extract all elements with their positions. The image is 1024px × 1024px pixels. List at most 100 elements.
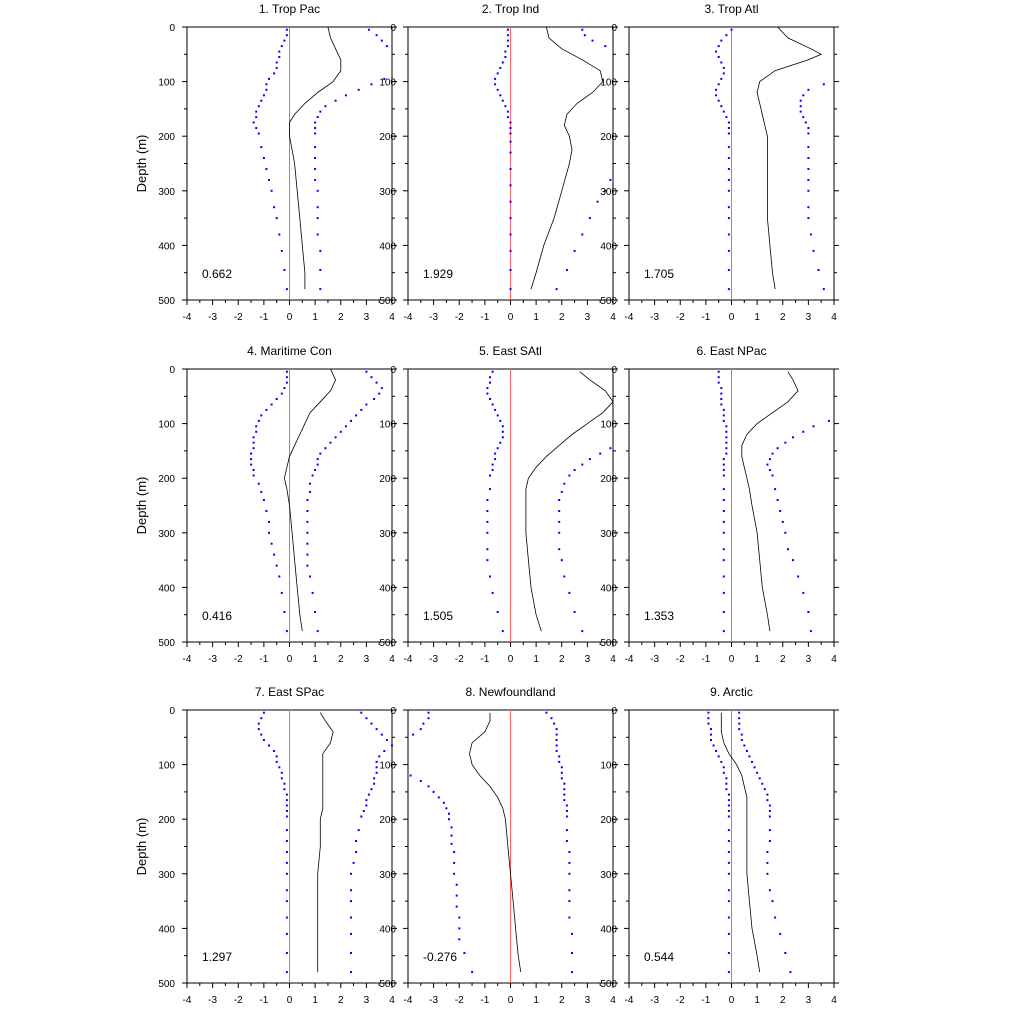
x-tick-label: 2 [780, 995, 786, 1006]
x-tick-label: 3 [585, 654, 591, 665]
series-upper-dots [558, 447, 612, 633]
bound-point [367, 28, 370, 31]
bound-point [471, 971, 474, 974]
bound-point [727, 799, 730, 802]
bound-point [496, 88, 499, 91]
bound-point [262, 499, 265, 501]
series-lower-dots [250, 370, 288, 633]
bound-point [273, 72, 276, 75]
y-tick-label: 300 [379, 187, 396, 198]
bound-point [792, 559, 794, 562]
bound-point [350, 419, 352, 422]
bound-point [501, 61, 504, 64]
bound-point [710, 728, 712, 731]
bound-point [273, 750, 276, 752]
bound-point [316, 458, 319, 461]
bound-point [588, 217, 591, 220]
bound-point [722, 66, 725, 69]
bound-point [265, 510, 268, 512]
bound-point [275, 564, 278, 567]
bound-point [722, 110, 725, 113]
bound-point [727, 121, 730, 124]
bound-point [725, 436, 728, 439]
bound-point [306, 531, 309, 534]
panel-title: 9. Arctic [710, 685, 753, 699]
bound-point [499, 419, 502, 422]
bound-point [573, 469, 576, 471]
bound-point [822, 83, 825, 86]
bound-point [776, 447, 779, 450]
x-tick-label: -4 [404, 312, 413, 323]
bound-point [568, 916, 571, 919]
bound-point [385, 739, 388, 741]
bound-point [768, 469, 771, 471]
bound-point [450, 826, 453, 829]
bound-point [558, 499, 561, 501]
bound-point [565, 269, 568, 271]
bound-point [499, 441, 502, 444]
bound-point [581, 630, 584, 633]
bound-point [727, 249, 730, 252]
y-tick-label: 0 [169, 706, 175, 717]
bound-point [555, 288, 558, 291]
bound-point [509, 151, 512, 154]
panel-value-label: 0.662 [202, 267, 232, 281]
bound-point [758, 777, 761, 780]
y-tick-label: 100 [600, 761, 617, 772]
panel-9: -4 -3 -2 -1 0 1 2 3 4 0 100 200 300 400 500 9. Arctic 0.… [600, 685, 839, 1006]
bound-point [509, 200, 512, 203]
bound-point [715, 50, 718, 53]
bound-point [283, 788, 286, 791]
bound-point [725, 425, 728, 428]
bound-point [596, 200, 599, 203]
bound-point [268, 178, 270, 181]
bound-point [558, 548, 561, 551]
bound-point [375, 728, 378, 731]
x-tick-label: 0 [287, 312, 293, 323]
bound-point [375, 766, 378, 769]
bound-point [486, 392, 489, 395]
y-tick-label: 500 [379, 638, 396, 649]
bound-point [509, 288, 512, 291]
bound-point [786, 548, 789, 551]
bound-point [265, 408, 268, 411]
bound-point [717, 376, 720, 379]
bound-point [385, 45, 388, 48]
series-lower-dots [409, 711, 474, 974]
x-tick-label: 1 [312, 312, 318, 323]
bound-point [738, 711, 741, 714]
bound-point [722, 591, 725, 594]
bound-point [712, 744, 715, 747]
bound-point [268, 520, 270, 523]
bound-point [319, 110, 322, 113]
bound-point [722, 72, 725, 75]
bound-point [789, 971, 792, 974]
bound-point [344, 94, 347, 97]
y-tick-label: 200 [600, 474, 617, 485]
bound-point [370, 788, 373, 791]
x-tick-label: 4 [610, 312, 616, 323]
bound-point [563, 482, 566, 485]
bound-point [558, 520, 561, 523]
bound-point [555, 733, 558, 736]
x-tick-label: -3 [429, 654, 438, 665]
bound-point [720, 61, 723, 64]
series-lower-dots [486, 370, 504, 633]
bound-point [491, 469, 494, 471]
bound-point [319, 249, 322, 252]
bound-point [255, 116, 258, 119]
x-tick-label: -3 [429, 312, 438, 323]
bound-point [380, 39, 383, 42]
y-tick-label: 400 [379, 241, 396, 252]
bound-point [365, 717, 368, 720]
bound-point [797, 575, 800, 578]
series-upper-dots [799, 83, 825, 291]
bound-point [725, 34, 728, 37]
bound-point [501, 436, 504, 439]
bound-point [496, 447, 499, 450]
panel-8: -4 -3 -2 -1 0 1 2 3 4 0 100 200 300 400 500 8. Newfound… [379, 685, 618, 1006]
x-tick-label: 3 [585, 312, 591, 323]
bound-point [727, 815, 730, 818]
bound-point [555, 750, 558, 752]
x-tick-label: 1 [754, 995, 760, 1006]
